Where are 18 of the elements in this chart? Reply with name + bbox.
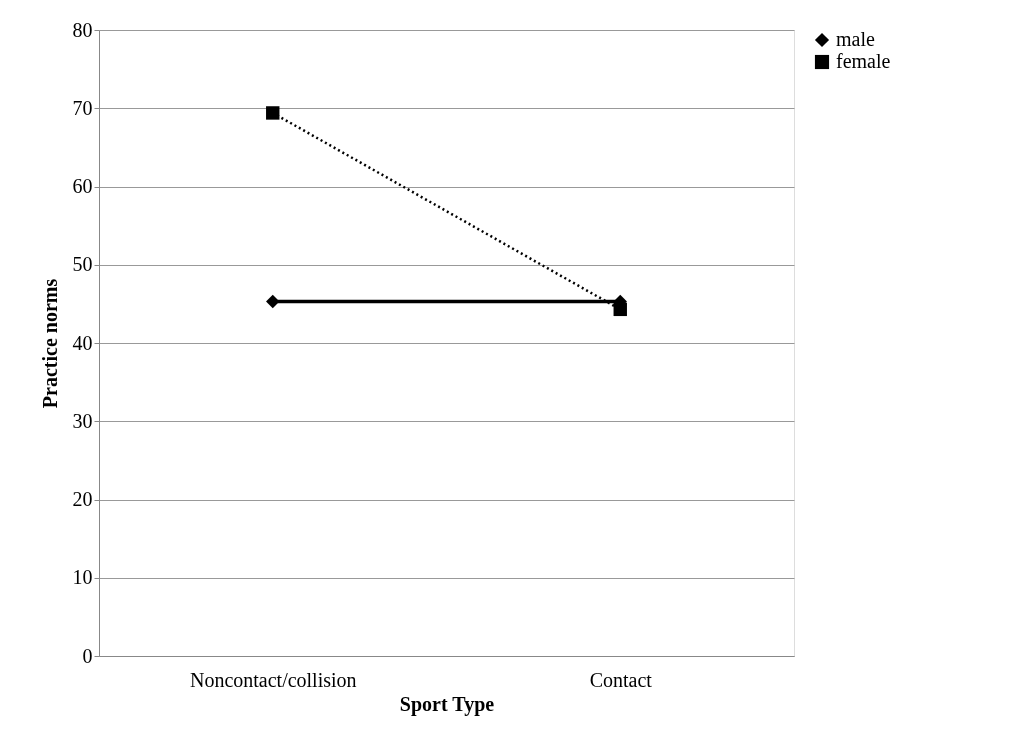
y-tick-label: 30 [72, 409, 93, 432]
y-tick-label: 40 [72, 331, 93, 354]
x-tick-label: Contact [589, 668, 653, 691]
y-tick-label: 60 [72, 175, 93, 197]
point [266, 294, 280, 309]
legend-label: female [836, 50, 891, 72]
point [613, 302, 627, 317]
x-axis-title: Sport Type [399, 692, 495, 716]
y-tick-label: 10 [72, 566, 93, 589]
y-axis-title: Practice norms [38, 278, 61, 409]
y-tick-label: 20 [72, 488, 93, 510]
y-tick-label: 0 [82, 644, 93, 667]
legend-label: male [836, 28, 875, 50]
y-tick-label: 80 [72, 18, 93, 41]
y-tick-label: 50 [72, 253, 93, 276]
point [266, 106, 280, 120]
x-tick-label: Noncontact/collision [189, 668, 357, 691]
y-tick-label: 70 [72, 96, 93, 119]
